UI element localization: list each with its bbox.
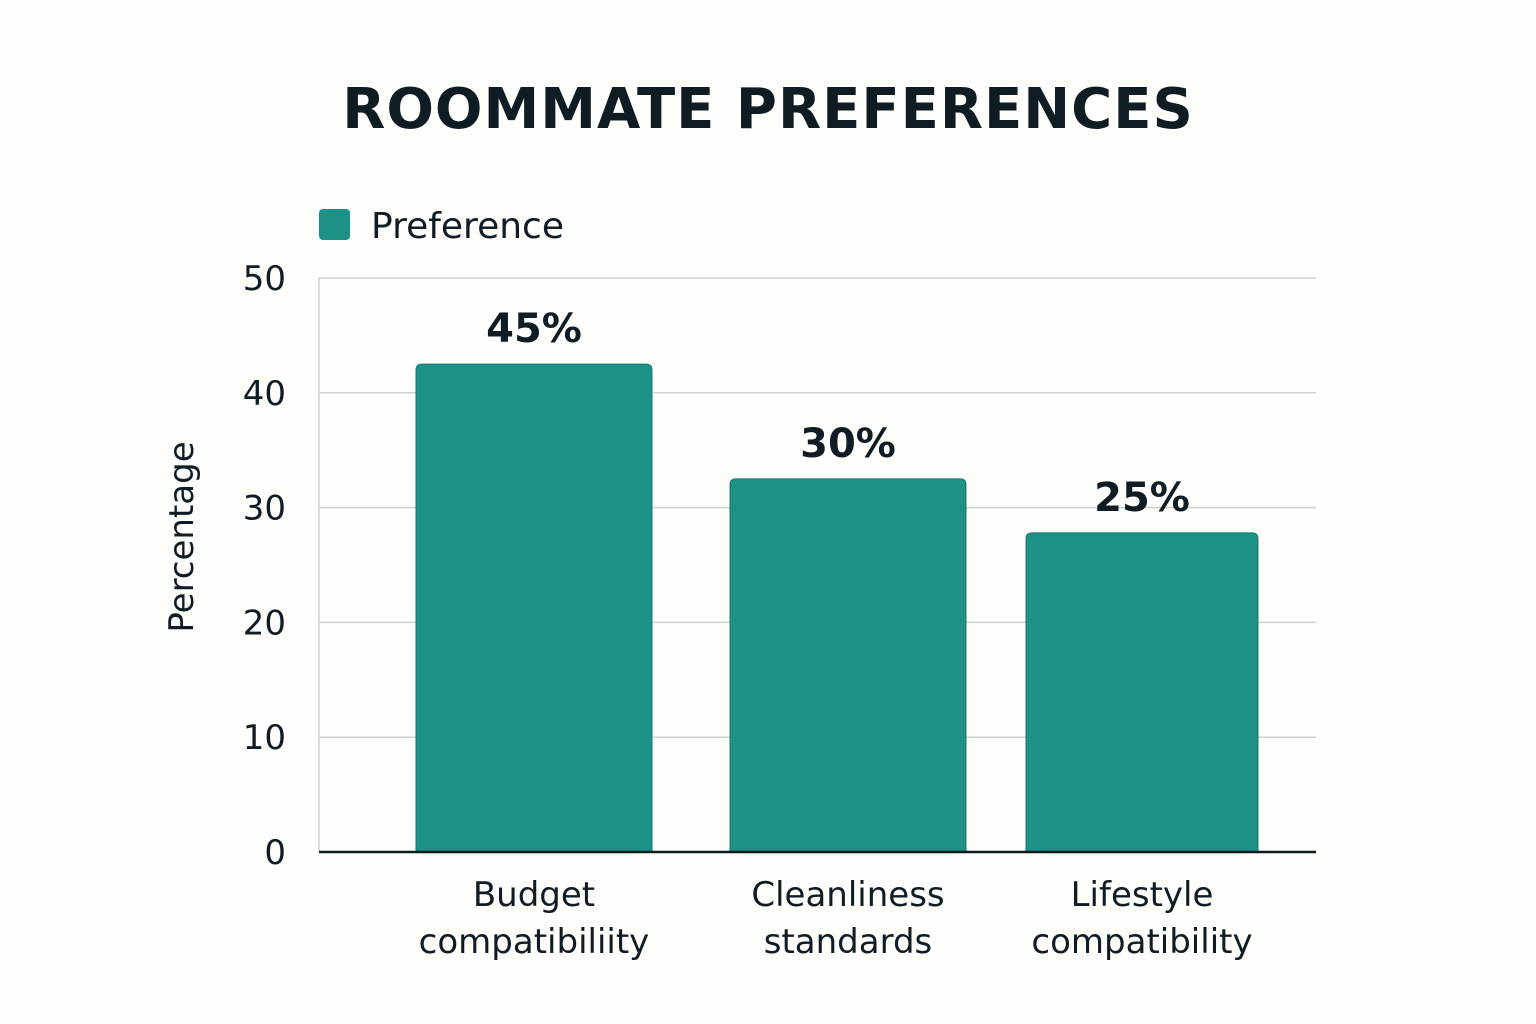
y-tick-label-40: 40	[243, 374, 286, 414]
x-category-label-2-line-2: standards	[764, 922, 933, 962]
data-label-3: 25%	[1094, 475, 1190, 521]
x-axis-categories: Budget compatibiliity Cleanliness standards…	[419, 875, 1253, 962]
bars	[415, 363, 1259, 853]
data-label-2: 30%	[800, 421, 896, 467]
data-label-1: 45%	[486, 306, 582, 352]
y-tick-label-0: 0	[264, 833, 286, 873]
x-category-2: Cleanliness standards	[751, 875, 944, 962]
bar-2	[729, 478, 967, 853]
bar-3	[1025, 532, 1259, 853]
y-tick-label-10: 10	[243, 718, 286, 758]
x-category-label-1-line-2: compatibiliity	[419, 922, 650, 962]
data-labels: 45% 30% 25%	[486, 306, 1190, 521]
y-tick-label-30: 30	[243, 489, 286, 529]
bar-1	[415, 363, 653, 853]
chart-title: ROOMMATE PREFERENCES	[342, 77, 1194, 142]
y-tick-label-50: 50	[243, 259, 286, 299]
y-tick-label-20: 20	[243, 603, 286, 643]
x-category-label-3-line-1: Lifestyle	[1071, 875, 1214, 915]
y-axis-ticks: 0 10 20 30 40 50	[243, 259, 286, 873]
x-category-label-3-line-2: compatibility	[1031, 922, 1252, 962]
legend-swatch	[319, 209, 350, 240]
y-axis-label: Percentage	[162, 441, 202, 632]
x-category-1: Budget compatibiliity	[419, 875, 650, 962]
legend-label: Preference	[371, 206, 564, 247]
x-category-label-2-line-1: Cleanliness	[751, 875, 944, 915]
x-category-3: Lifestyle compatibility	[1031, 875, 1252, 962]
x-category-label-1-line-1: Budget	[473, 875, 595, 915]
legend: Preference	[319, 206, 564, 247]
